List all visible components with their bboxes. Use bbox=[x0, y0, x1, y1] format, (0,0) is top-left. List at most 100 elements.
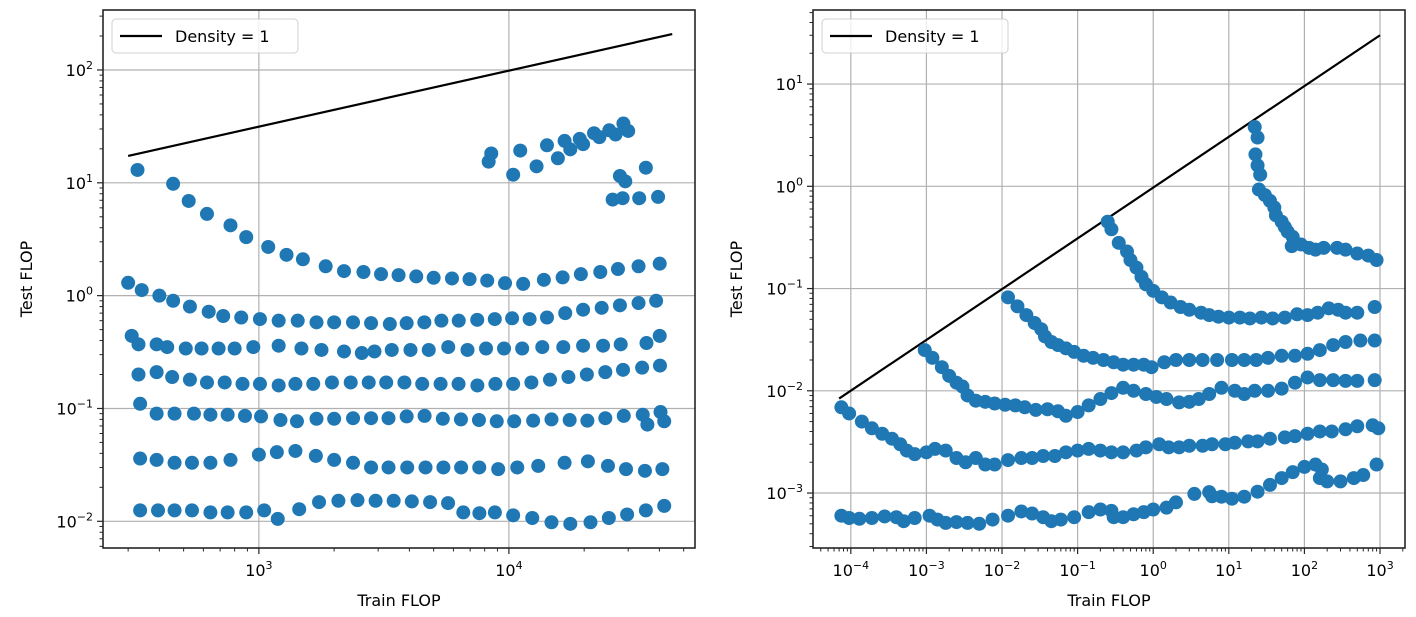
data-point bbox=[289, 414, 304, 429]
y-axis-label: Test FLOP bbox=[17, 240, 36, 318]
data-point bbox=[1058, 408, 1073, 423]
data-point bbox=[580, 454, 595, 469]
data-point bbox=[556, 340, 571, 355]
data-point bbox=[652, 328, 667, 343]
x-tick-label: 10−4 bbox=[833, 559, 870, 580]
data-point bbox=[433, 376, 448, 391]
data-point bbox=[529, 159, 544, 174]
data-point bbox=[133, 451, 148, 466]
data-point bbox=[576, 338, 591, 353]
x-tick-exp: 3 bbox=[266, 559, 273, 572]
data-point bbox=[203, 407, 218, 422]
data-point bbox=[1081, 398, 1096, 413]
x-tick-label: 10−1 bbox=[1059, 559, 1096, 580]
data-point bbox=[615, 191, 630, 206]
data-point bbox=[487, 505, 502, 520]
data-point bbox=[292, 502, 307, 517]
x-tick-base: 10 bbox=[1059, 561, 1079, 580]
legend: Density = 1 bbox=[821, 18, 1009, 54]
data-point bbox=[1312, 424, 1327, 439]
data-point bbox=[399, 409, 414, 424]
data-point bbox=[399, 316, 414, 331]
data-point bbox=[165, 370, 180, 385]
data-point bbox=[346, 411, 361, 426]
legend-box bbox=[821, 18, 1009, 54]
data-point bbox=[928, 441, 943, 456]
legend-label: Density = 1 bbox=[175, 27, 270, 46]
data-point bbox=[1182, 353, 1197, 368]
series-row-1 bbox=[130, 162, 667, 291]
right-chart: 10−4 10−3 10−2 10−1 100 101 102 10310−310−210−1… bbox=[727, 9, 1406, 610]
data-point bbox=[451, 313, 466, 328]
x-tick-exp: −3 bbox=[928, 559, 944, 572]
data-point bbox=[472, 506, 487, 521]
data-point bbox=[1159, 392, 1174, 407]
data-point bbox=[1247, 383, 1262, 398]
data-point bbox=[149, 337, 164, 352]
data-point bbox=[271, 378, 286, 393]
data-point bbox=[1237, 489, 1252, 504]
data-point bbox=[273, 413, 288, 428]
y-tick-label: 10−1 bbox=[56, 397, 93, 418]
data-point bbox=[404, 494, 419, 509]
data-point bbox=[573, 267, 588, 282]
x-tick-exp: 0 bbox=[1160, 559, 1167, 572]
data-point bbox=[852, 511, 867, 526]
data-point bbox=[1053, 512, 1068, 527]
data-point bbox=[1138, 440, 1153, 455]
data-point bbox=[290, 313, 305, 328]
data-point bbox=[1324, 424, 1339, 439]
series-curve-5 bbox=[834, 400, 1386, 472]
data-point bbox=[435, 411, 450, 426]
data-point bbox=[608, 127, 623, 142]
data-point bbox=[596, 338, 611, 353]
x-tick-base: 10 bbox=[1366, 561, 1386, 580]
data-point bbox=[1086, 350, 1101, 365]
x-tick-base: 10 bbox=[495, 561, 515, 580]
y-tick-exp: −1 bbox=[77, 397, 93, 410]
data-point bbox=[1338, 422, 1353, 437]
data-point bbox=[421, 342, 436, 357]
data-point bbox=[1104, 445, 1119, 460]
data-point bbox=[194, 341, 209, 356]
data-point bbox=[639, 336, 654, 351]
data-point bbox=[1144, 360, 1159, 375]
data-point bbox=[336, 264, 351, 279]
y-tick-exp: −1 bbox=[787, 278, 803, 291]
data-point bbox=[1081, 505, 1096, 520]
y-tick-label: 10−1 bbox=[766, 278, 803, 299]
data-point bbox=[497, 341, 512, 356]
data-point bbox=[252, 312, 267, 327]
data-point bbox=[598, 365, 613, 380]
data-point bbox=[1221, 310, 1236, 325]
data-point bbox=[203, 505, 218, 520]
data-point bbox=[1161, 440, 1176, 455]
data-point bbox=[184, 503, 199, 518]
x-tick-base: 10 bbox=[245, 561, 265, 580]
data-point bbox=[1316, 240, 1331, 255]
data-point bbox=[121, 275, 136, 290]
data-point bbox=[1126, 383, 1141, 398]
y-tick-label: 101 bbox=[66, 172, 93, 193]
series-row-5 bbox=[133, 396, 672, 432]
data-point bbox=[1168, 495, 1183, 510]
x-tick-label: 101 bbox=[1215, 559, 1242, 580]
data-point bbox=[423, 495, 438, 510]
data-point bbox=[327, 315, 342, 330]
data-point bbox=[235, 376, 250, 391]
data-point bbox=[418, 460, 433, 475]
data-point bbox=[462, 272, 477, 287]
x-tick-base: 10 bbox=[984, 561, 1004, 580]
data-point bbox=[1058, 445, 1073, 460]
data-point bbox=[1312, 373, 1327, 388]
data-point bbox=[1182, 302, 1197, 317]
data-point bbox=[211, 341, 226, 356]
data-point bbox=[579, 367, 594, 382]
data-point bbox=[456, 505, 471, 520]
y-tick-label: 101 bbox=[776, 73, 803, 94]
data-point bbox=[167, 406, 182, 421]
data-point bbox=[864, 421, 879, 436]
data-point bbox=[270, 511, 285, 526]
data-point bbox=[524, 375, 539, 390]
